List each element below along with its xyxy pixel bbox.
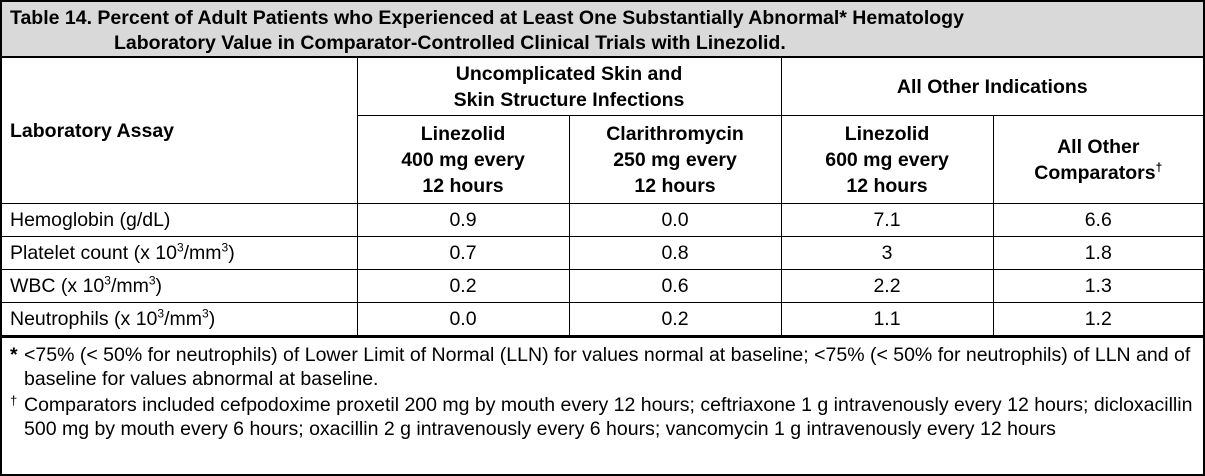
row-label-unit: /mm xyxy=(110,275,149,297)
row-label-text: Neutrophils (x 10 xyxy=(10,308,158,330)
table-row: Platelet count (x 103/mm3) 0.7 0.8 3 1.8 xyxy=(2,236,1204,270)
header-col2-line3: 12 hours xyxy=(634,174,716,197)
exponent: 3 xyxy=(202,306,209,321)
row-label-neutrophils: Neutrophils (x 103/mm3) xyxy=(2,302,358,336)
footnote-mark: * xyxy=(10,344,18,366)
row-label-text: WBC (x 10 xyxy=(10,275,105,297)
cell-value: 0.6 xyxy=(568,269,782,303)
header-col3-line1: Linezolid xyxy=(844,122,930,145)
table-title-line2: Laboratory Value in Comparator-Controlle… xyxy=(114,32,786,54)
header-col-all-other-comparators: All Other Comparators† xyxy=(992,115,1204,204)
cell-value: 0.9 xyxy=(356,203,570,237)
cell-value: 3 xyxy=(780,236,994,270)
cell-value: 2.2 xyxy=(780,269,994,303)
header-col3-line2: 600 mg every xyxy=(825,148,949,171)
exponent: 3 xyxy=(157,306,165,321)
cell-value: 0.0 xyxy=(568,203,782,237)
header-group-other-indications: All Other Indications xyxy=(780,58,1204,116)
header-col2-line1: Clarithromycin xyxy=(606,122,744,145)
header-col1-line3: 12 hours xyxy=(422,174,504,197)
row-label-close: ) xyxy=(155,275,163,297)
header-row-columns: Linezolid 400 mg every 12 hours Clarithr… xyxy=(2,115,1204,204)
header-col-linezolid-400: Linezolid 400 mg every 12 hours xyxy=(357,115,570,204)
header-col2-line2: 250 mg every xyxy=(613,148,737,171)
table-title: Table 14. Percent of Adult Patients who … xyxy=(2,2,1203,58)
cell-value: 0.2 xyxy=(568,302,782,336)
header-col4-line2: Comparators xyxy=(1034,161,1156,184)
row-label-unit: /mm xyxy=(164,308,202,330)
header-col-clarithromycin-250: Clarithromycin 250 mg every 12 hours xyxy=(568,115,782,204)
cell-value: 0.8 xyxy=(568,236,782,270)
table-row: Hemoglobin (g/dL) 0.9 0.0 7.1 6.6 xyxy=(2,203,1204,237)
header-col3-line3: 12 hours xyxy=(846,174,928,197)
header-col-linezolid-600: Linezolid 600 mg every 12 hours xyxy=(780,115,994,204)
lab-values-table: Laboratory Assay Uncomplicated Skin and … xyxy=(2,58,1204,336)
row-label-unit: /mm xyxy=(183,242,222,264)
cell-value: 0.0 xyxy=(356,302,570,336)
cell-value: 1.2 xyxy=(992,302,1204,336)
row-label-platelet-count: Platelet count (x 103/mm3) xyxy=(2,236,358,270)
row-label-hemoglobin: Hemoglobin (g/dL) xyxy=(2,203,358,237)
dagger-mark: † xyxy=(1155,160,1163,174)
exponent: 3 xyxy=(104,273,111,288)
exponent: 3 xyxy=(176,240,184,255)
table-footnotes: * <75% (< 50% for neutrophils) of Lower … xyxy=(2,336,1203,470)
row-label-text: Platelet count (x 10 xyxy=(10,242,177,264)
cell-value: 1.3 xyxy=(992,269,1204,303)
cell-value: 1.1 xyxy=(780,302,994,336)
header-group-skin-infections: Uncomplicated Skin and Skin Structure In… xyxy=(356,58,782,116)
header-col1-line2: 400 mg every xyxy=(401,148,525,171)
exponent: 3 xyxy=(221,240,229,255)
footnote-dagger: † Comparators included cefpodoxime proxe… xyxy=(10,393,1195,441)
footnote-mark: † xyxy=(10,393,18,408)
header-col1-line1: Linezolid xyxy=(420,122,506,145)
cell-value: 0.7 xyxy=(356,236,570,270)
footnote-asterisk: * <75% (< 50% for neutrophils) of Lower … xyxy=(10,343,1195,391)
footnote-text: Comparators included cefpodoxime proxeti… xyxy=(24,394,1193,440)
table-title-line1: Table 14. Percent of Adult Patients who … xyxy=(10,7,964,29)
footnote-text: <75% (< 50% for neutrophils) of Lower Li… xyxy=(24,344,1191,390)
row-label-wbc: WBC (x 103/mm3) xyxy=(2,269,358,303)
table-row: WBC (x 103/mm3) 0.2 0.6 2.2 1.3 xyxy=(2,269,1204,303)
cell-value: 1.8 xyxy=(992,236,1204,270)
cell-value: 7.1 xyxy=(780,203,994,237)
table-row: Neutrophils (x 103/mm3) 0.0 0.2 1.1 1.2 xyxy=(2,302,1204,336)
header-col4-line2-wrap: Comparators† xyxy=(994,160,1204,186)
cell-value: 6.6 xyxy=(992,203,1204,237)
exponent: 3 xyxy=(148,273,156,288)
cell-value: 0.2 xyxy=(356,269,570,303)
header-group-skin-line2: Skin Structure Infections xyxy=(453,88,685,111)
row-label-close: ) xyxy=(228,242,235,264)
row-label-text: Hemoglobin (g/dL) xyxy=(10,209,171,231)
header-row-groups: Laboratory Assay Uncomplicated Skin and … xyxy=(2,58,1204,204)
header-laboratory-assay: Laboratory Assay xyxy=(2,58,358,204)
row-label-close: ) xyxy=(208,308,216,330)
header-col4-line1: All Other xyxy=(1057,135,1140,158)
header-group-skin-line1: Uncomplicated Skin and xyxy=(455,62,683,85)
